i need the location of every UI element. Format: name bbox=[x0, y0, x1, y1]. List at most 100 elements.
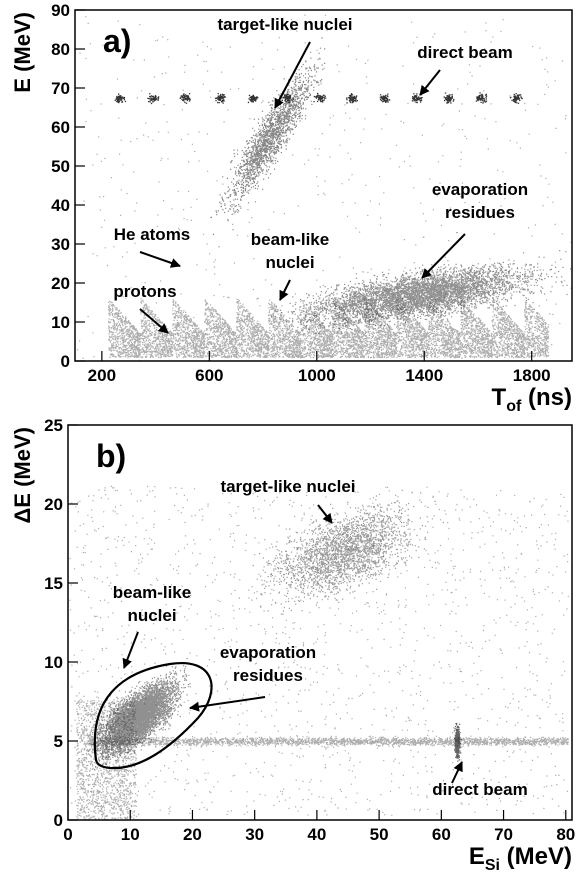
x-tick-label: 1400 bbox=[405, 366, 443, 385]
annotation: protons bbox=[113, 282, 176, 301]
cluster bbox=[453, 722, 462, 762]
annotation: residues bbox=[233, 666, 303, 685]
annotation: residues bbox=[445, 203, 515, 222]
y-tick-label: 40 bbox=[51, 196, 70, 215]
direct-beam-spot bbox=[247, 94, 259, 104]
x-tick-label: 60 bbox=[432, 825, 451, 844]
spot-dots bbox=[346, 93, 358, 104]
annotation: nuclei bbox=[265, 253, 314, 272]
direct-beam-spot bbox=[214, 93, 226, 104]
annotation: direct beam bbox=[417, 43, 512, 62]
x-axis-title-part: (ns) bbox=[521, 384, 572, 411]
annotation: evaporation bbox=[432, 180, 528, 199]
y-axis-title: E (MeV) bbox=[10, 12, 35, 93]
spot-dots bbox=[509, 93, 523, 104]
cluster bbox=[257, 250, 572, 338]
x-tick-label: 0 bbox=[63, 825, 72, 844]
annotation-arrow bbox=[451, 761, 463, 784]
x-tick-label: 1000 bbox=[298, 366, 336, 385]
x-tick-label: 50 bbox=[370, 825, 389, 844]
annotation-arrow bbox=[274, 41, 311, 109]
spot-dots bbox=[313, 92, 327, 103]
x-tick-label: 600 bbox=[195, 366, 223, 385]
annotation: beam-like bbox=[113, 583, 191, 602]
annotation-arrow bbox=[189, 696, 266, 712]
direct-beam-spot bbox=[509, 93, 523, 104]
y-tick-label: 60 bbox=[51, 118, 70, 137]
y-tick-label: 30 bbox=[51, 235, 70, 254]
y-tick-label: 20 bbox=[51, 274, 70, 293]
x-tick-label: 20 bbox=[183, 825, 202, 844]
plot-frame bbox=[74, 9, 573, 362]
x-axis-title: ESi (MeV) bbox=[469, 843, 572, 874]
direct-beam-spot bbox=[443, 92, 455, 104]
y-tick-label: 70 bbox=[51, 79, 70, 98]
x-tick-label: 30 bbox=[245, 825, 264, 844]
x-tick-label: 1800 bbox=[513, 366, 551, 385]
background-events bbox=[69, 485, 569, 820]
y-tick-label: 90 bbox=[51, 1, 70, 20]
x-tick-label: 40 bbox=[307, 825, 326, 844]
y-tick-label: 0 bbox=[61, 352, 70, 371]
annotation: target-like nuclei bbox=[220, 477, 355, 496]
x-axis-title-part: T bbox=[492, 384, 507, 411]
x-tick-label: 80 bbox=[556, 825, 575, 844]
annotation: evaporation bbox=[220, 643, 316, 662]
spot-dots bbox=[247, 94, 259, 104]
spot-dots bbox=[281, 93, 295, 104]
annotation: He atoms bbox=[114, 225, 191, 244]
y-axis-title: ΔE (MeV) bbox=[10, 427, 35, 524]
annotation: target-like nuclei bbox=[217, 15, 352, 34]
annotation-arrow bbox=[139, 251, 181, 268]
spot-dots bbox=[114, 93, 127, 104]
y-tick-label: 10 bbox=[44, 653, 63, 672]
y-tick-label: 10 bbox=[51, 313, 70, 332]
spot-dots bbox=[443, 92, 455, 104]
x-axis-title-part: (MeV) bbox=[500, 843, 572, 870]
x-tick-label: 70 bbox=[494, 825, 513, 844]
spot-dots bbox=[475, 92, 488, 104]
cluster bbox=[238, 489, 444, 615]
spot-dots bbox=[147, 93, 160, 105]
spot-dots bbox=[411, 93, 423, 104]
annotation-arrow bbox=[317, 504, 333, 524]
annotation-arrow bbox=[419, 69, 441, 96]
y-tick-label: 5 bbox=[54, 732, 63, 751]
x-axis-title: Tof (ns) bbox=[492, 384, 572, 415]
annotation-arrow bbox=[122, 631, 139, 669]
background-events bbox=[77, 14, 572, 361]
direct-beam-spot bbox=[281, 93, 295, 104]
annotation: direct beam bbox=[432, 780, 527, 799]
annotation-arrow bbox=[279, 279, 291, 301]
x-axis-title-part: E bbox=[469, 843, 485, 870]
cluster bbox=[210, 29, 328, 248]
direct-beam-spot bbox=[313, 92, 327, 103]
direct-beam-spot bbox=[346, 93, 358, 104]
annotation: beam-like bbox=[251, 230, 329, 249]
spot-dots bbox=[214, 93, 226, 104]
x-axis-title-part: Si bbox=[485, 857, 500, 874]
spot-dots bbox=[379, 93, 391, 103]
direct-beam-spot bbox=[411, 93, 423, 104]
direct-beam-spot bbox=[475, 92, 488, 104]
x-tick-label: 200 bbox=[88, 366, 116, 385]
y-tick-label: 80 bbox=[51, 40, 70, 59]
annotation-arrow bbox=[421, 233, 466, 279]
direct-beam-spot bbox=[147, 93, 160, 105]
x-axis-title-part: of bbox=[506, 398, 522, 415]
plot-frame bbox=[67, 424, 573, 821]
y-tick-label: 25 bbox=[44, 416, 63, 435]
panel-label: a) bbox=[103, 23, 131, 59]
direct-beam-spot bbox=[379, 93, 391, 103]
y-tick-label: 50 bbox=[51, 157, 70, 176]
x-tick-label: 10 bbox=[121, 825, 140, 844]
cluster bbox=[84, 657, 191, 781]
y-tick-label: 0 bbox=[54, 811, 63, 830]
direct-beam-spot bbox=[179, 93, 191, 104]
panel-label: b) bbox=[96, 438, 126, 474]
y-tick-label: 15 bbox=[44, 574, 63, 593]
annotation: nuclei bbox=[127, 606, 176, 625]
spot-dots bbox=[179, 93, 191, 104]
y-tick-label: 20 bbox=[44, 495, 63, 514]
